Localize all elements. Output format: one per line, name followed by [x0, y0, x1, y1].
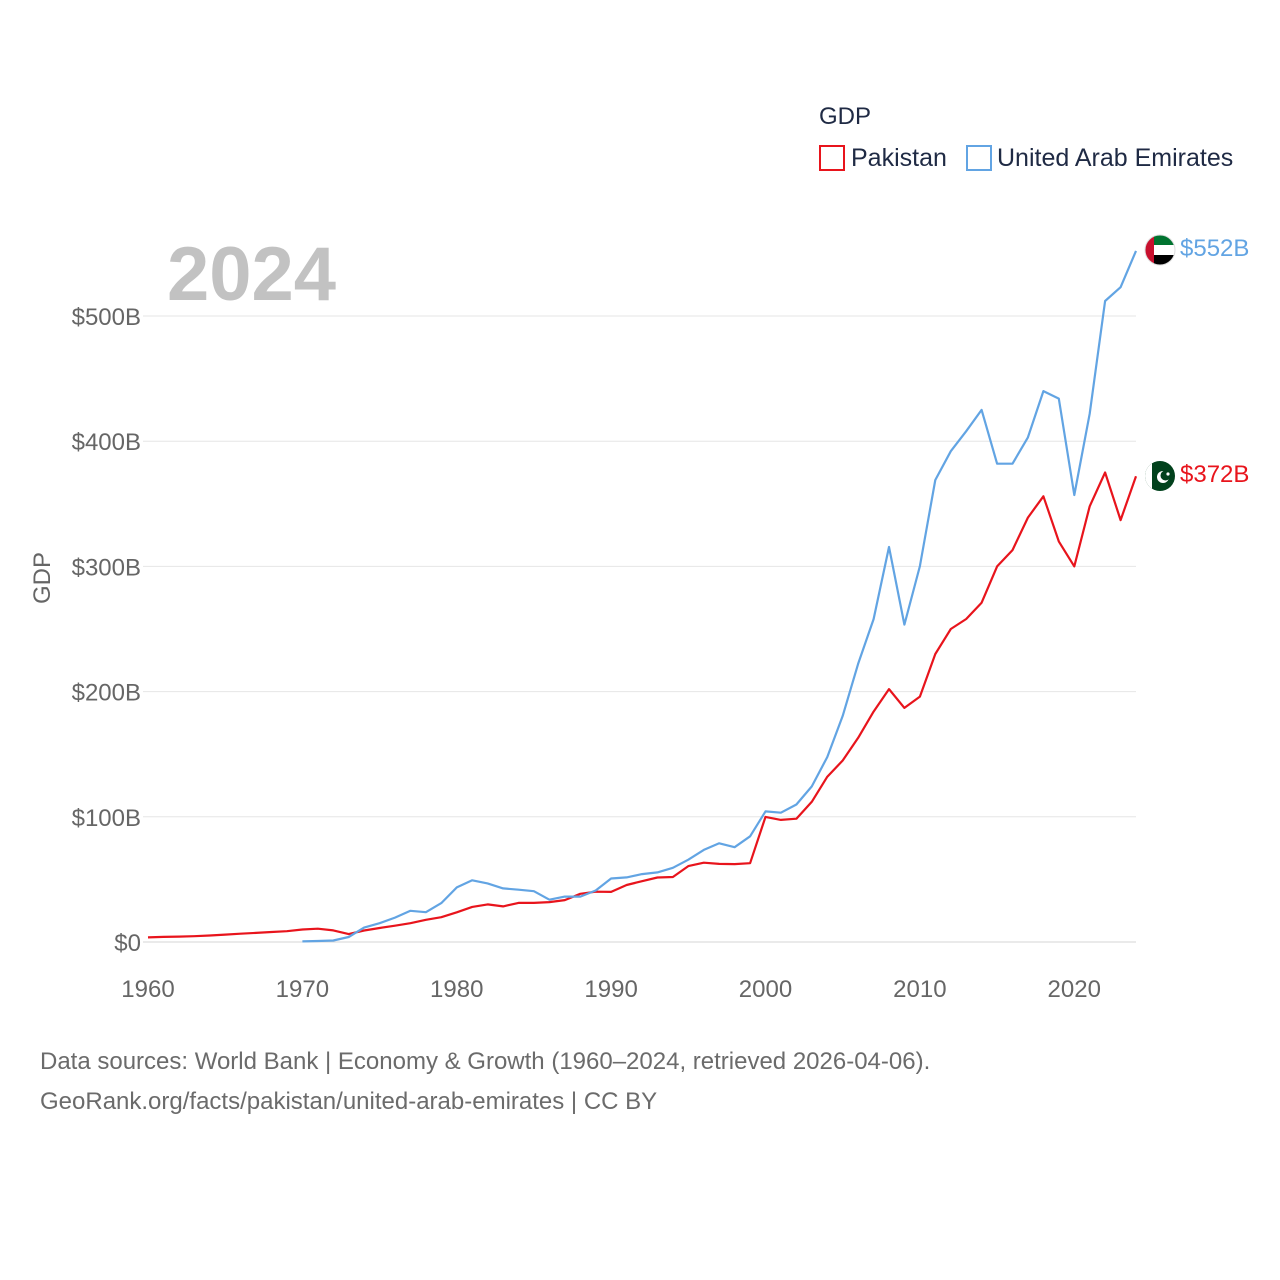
gdp-line-chart: $0 $100B $200B $300B $400B $500B 1960 1970 1980… [29, 103, 1249, 1003]
y-axis-ticks: $0 $100B $200B $300B $400B $500B [72, 304, 141, 957]
x-tick-label: 1980 [430, 976, 483, 1003]
legend-title: GDP [819, 103, 871, 130]
x-tick-label: 2020 [1048, 976, 1101, 1003]
y-tick-label: $200B [72, 680, 141, 707]
legend-swatch-pakistan[interactable] [819, 145, 845, 171]
current-year-label: 2024 [167, 232, 336, 317]
footer-sources: Data sources: World Bank | Economy & Gro… [40, 1048, 931, 1075]
x-tick-label: 1960 [121, 976, 174, 1003]
y-tick-label: $0 [114, 930, 141, 957]
series-line-pakistan[interactable] [147, 471, 1138, 939]
y-tick-label: $300B [72, 554, 141, 581]
uae-flag-icon [1144, 234, 1176, 266]
x-tick-label: 1990 [584, 976, 637, 1003]
grid-lines [143, 315, 1136, 943]
y-tick-label: $100B [72, 805, 141, 832]
pakistan-flag-icon [1145, 461, 1175, 491]
x-tick-label: 2000 [739, 976, 792, 1003]
x-tick-label: 1970 [276, 976, 329, 1003]
legend-label-pakistan[interactable]: Pakistan [851, 144, 947, 172]
series-line-uae[interactable] [302, 250, 1138, 943]
legend: GDP Pakistan United Arab Emirates [819, 103, 1233, 172]
legend-label-uae[interactable]: United Arab Emirates [997, 144, 1233, 172]
y-tick-label: $400B [72, 429, 141, 456]
y-tick-label: $500B [72, 304, 141, 331]
series-lines [147, 250, 1138, 943]
footer: Data sources: World Bank | Economy & Gro… [40, 1042, 930, 1122]
x-tick-label: 2010 [893, 976, 946, 1003]
footer-credit[interactable]: GeoRank.org/facts/pakistan/united-arab-e… [40, 1088, 658, 1115]
end-label-uae: $552B [1180, 235, 1249, 262]
y-axis-title: GDP [29, 552, 56, 604]
end-label-pakistan: $372B [1180, 461, 1249, 488]
x-axis-ticks: 1960 1970 1980 1990 2000 2010 2020 [121, 976, 1101, 1003]
legend-swatch-uae[interactable] [966, 145, 992, 171]
